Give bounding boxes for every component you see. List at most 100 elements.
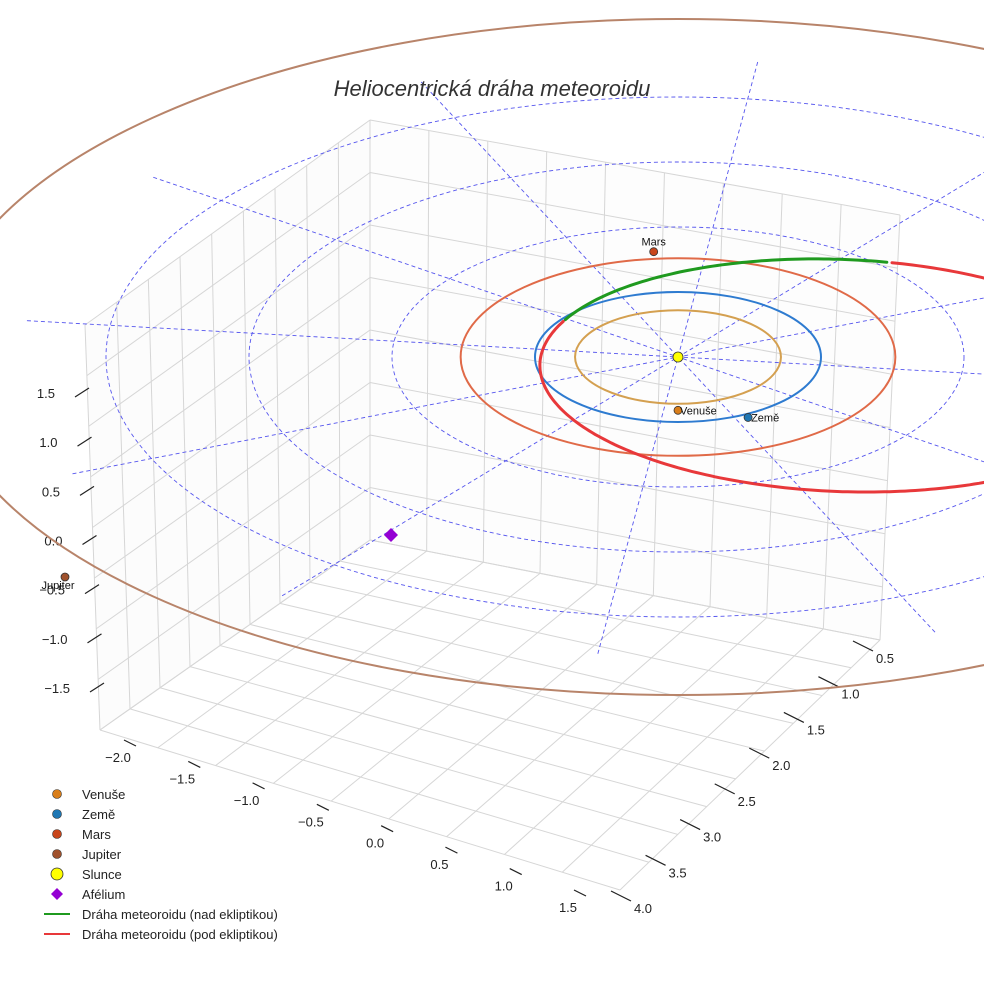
- z-tick-label: 1.0: [39, 435, 57, 450]
- wall-gridline: [369, 539, 881, 641]
- x-tick-label: 1.5: [559, 900, 577, 915]
- y-tick-label: 1.0: [841, 687, 859, 702]
- x-tick-label: 0.5: [430, 857, 448, 872]
- y-tick-label: 3.5: [669, 865, 687, 880]
- z-tick-mark: [74, 387, 90, 398]
- y-tick-mark: [852, 640, 874, 652]
- legend-label: Slunce: [82, 867, 122, 882]
- y-tick-mark: [610, 890, 632, 902]
- axis-panes: [85, 120, 900, 890]
- y-tick-label: 1.5: [807, 722, 825, 737]
- sun-marker: [672, 351, 684, 363]
- meteoroid-orbit-below: [538, 261, 984, 494]
- y-tick-label: 3.0: [703, 830, 721, 845]
- floor-gridline: [309, 581, 823, 697]
- wall-gridline: [99, 539, 371, 731]
- legend-label: Mars: [82, 827, 111, 842]
- chart-title: Heliocentrická dráha meteoroidu: [334, 76, 651, 101]
- legend-swatch-dot: [52, 849, 62, 859]
- y-tick-label: 0.5: [876, 651, 894, 666]
- planet-marker-venuše: [673, 405, 683, 415]
- x-tick-mark: [188, 760, 201, 768]
- meteoroid-orbit: [538, 257, 984, 494]
- legend-swatch-sun: [50, 867, 64, 881]
- wall-gridline: [369, 119, 901, 216]
- legend-label: Afélium: [82, 887, 125, 902]
- wall-gridline: [94, 382, 371, 579]
- axis-grid: [84, 119, 901, 891]
- left-pane: [85, 120, 370, 730]
- floor-gridline: [249, 623, 765, 752]
- floor-gridline: [330, 584, 597, 802]
- planet-label-země: Země: [751, 412, 779, 424]
- z-tick-label: −1.5: [44, 681, 70, 696]
- x-tick-mark: [445, 846, 458, 854]
- legend-label: Země: [82, 807, 115, 822]
- y-tick-label: 2.0: [772, 758, 790, 773]
- orbit-venuše: [574, 309, 782, 405]
- legend: Venuše Země Mars Jupiter Slunce Afélium Dráha …: [44, 787, 278, 942]
- floor-gridline: [279, 602, 794, 724]
- planet-marker-jupiter: [60, 572, 70, 582]
- z-tick-mark: [87, 633, 102, 644]
- axis-ticks: −2.0 −1.5 −1.0 −0.5 0.0 0.5 1.0 1.5 0.5 1.0 1.5 2.0…: [37, 386, 894, 916]
- y-tick-mark: [818, 676, 839, 688]
- x-tick-label: 1.0: [495, 879, 513, 894]
- planet-label-mars: Mars: [641, 237, 666, 249]
- x-tick-label: −0.5: [298, 814, 324, 829]
- wall-gridline: [369, 382, 888, 482]
- legend-label: Dráha meteoroidu (pod ekliptikou): [82, 927, 278, 942]
- x-tick-mark: [316, 803, 330, 811]
- floor-gridline: [215, 561, 484, 766]
- planet-marker-mars: [649, 247, 659, 257]
- y-tick-label: 4.0: [634, 901, 652, 916]
- floor-gridline: [129, 708, 650, 863]
- x-tick-mark: [573, 889, 587, 897]
- z-tick-mark: [82, 534, 97, 546]
- x-tick-mark: [252, 782, 265, 790]
- z-tick-label: −0.5: [39, 583, 65, 598]
- planet-orbits: [0, 18, 984, 696]
- x-tick-label: −2.0: [105, 750, 131, 765]
- floor-gridline: [446, 606, 711, 838]
- y-tick-label: 2.5: [738, 794, 756, 809]
- ecliptic-radial-line: [597, 60, 759, 654]
- wall-gridline: [369, 434, 886, 535]
- x-tick-label: −1.5: [169, 771, 195, 786]
- floor-gridline: [219, 645, 736, 780]
- floor-gridline: [388, 595, 654, 820]
- orbit-země: [534, 291, 822, 423]
- x-tick-mark: [380, 825, 394, 833]
- floor-gridline: [273, 572, 541, 784]
- wall-gridline: [92, 329, 371, 528]
- aphelion-marker: [384, 528, 398, 542]
- z-tick-label: 0.5: [42, 484, 60, 499]
- z-tick-mark: [84, 584, 100, 595]
- y-tick-mark: [679, 819, 701, 831]
- wall-gridline: [369, 487, 883, 588]
- x-tick-label: −1.0: [234, 793, 260, 808]
- legend-swatch-dot: [52, 829, 62, 839]
- floor-gridline: [99, 729, 621, 891]
- ecliptic-grid-circle: [391, 226, 965, 488]
- y-tick-mark: [714, 783, 735, 795]
- z-tick-mark: [79, 485, 95, 496]
- wall-gridline: [369, 172, 898, 269]
- wall-gridline: [84, 119, 371, 326]
- z-tick-label: −1.0: [42, 632, 68, 647]
- ecliptic-grid-circle: [248, 161, 984, 553]
- floor-gridline: [561, 628, 824, 873]
- wall-gridline: [369, 329, 891, 428]
- legend-swatch-dot: [52, 789, 62, 799]
- legend-swatch-diamond: [51, 888, 63, 900]
- y-tick-mark: [645, 854, 666, 866]
- wall-gridline: [97, 487, 371, 680]
- floor-gridline: [189, 666, 707, 808]
- wall-gridline: [88, 224, 371, 427]
- z-tick-mark: [77, 436, 92, 447]
- wall-gridline: [369, 224, 896, 322]
- legend-label: Venuše: [82, 787, 125, 802]
- x-tick-label: 0.0: [366, 836, 384, 851]
- wall-gridline: [86, 172, 371, 377]
